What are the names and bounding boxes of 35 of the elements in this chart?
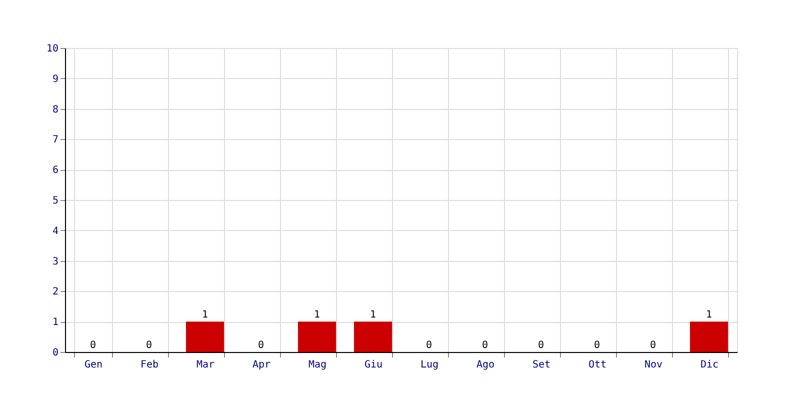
y-tick-label: 2 [52, 286, 58, 298]
y-tick-label: 8 [52, 104, 58, 116]
data-label: 1 [370, 310, 376, 321]
y-tick-label: 4 [52, 226, 58, 237]
x-tick-label: Lug [420, 360, 439, 370]
data-label: 0 [426, 340, 432, 351]
data-label: 0 [258, 340, 264, 351]
y-tick-label: 5 [52, 196, 58, 206]
x-tick-label: Nov [644, 360, 663, 370]
y-tick-label: 10 [46, 44, 58, 54]
x-tick-label: Apr [252, 360, 271, 370]
y-tick-label: 3 [52, 256, 58, 268]
data-label: 1 [202, 310, 208, 321]
y-tick-label: 9 [52, 74, 58, 85]
x-tick-label: Dic [700, 360, 719, 370]
y-tick-label: 0 [52, 348, 58, 358]
data-label: 0 [482, 340, 488, 351]
data-label: 1 [706, 310, 712, 321]
x-tick-label: Gen [84, 360, 103, 370]
data-label: 0 [538, 340, 544, 351]
y-tick-label: 6 [52, 165, 58, 176]
y-tick-label: 7 [52, 134, 58, 146]
y-tick-label: 1 [52, 317, 58, 328]
data-label: 0 [650, 340, 656, 351]
data-label: 0 [146, 340, 152, 351]
x-tick-label: Feb [140, 360, 159, 370]
data-label: 0 [594, 340, 600, 351]
data-label: 1 [314, 310, 320, 321]
x-tick-label: Ott [588, 360, 607, 370]
x-tick-label: Mag [308, 360, 327, 370]
x-tick-label: Ago [476, 360, 495, 370]
x-tick-label: Set [532, 360, 551, 370]
data-label: 0 [90, 340, 96, 351]
x-tick-label: Giu [364, 360, 383, 370]
x-tick-label: Mar [196, 360, 215, 370]
